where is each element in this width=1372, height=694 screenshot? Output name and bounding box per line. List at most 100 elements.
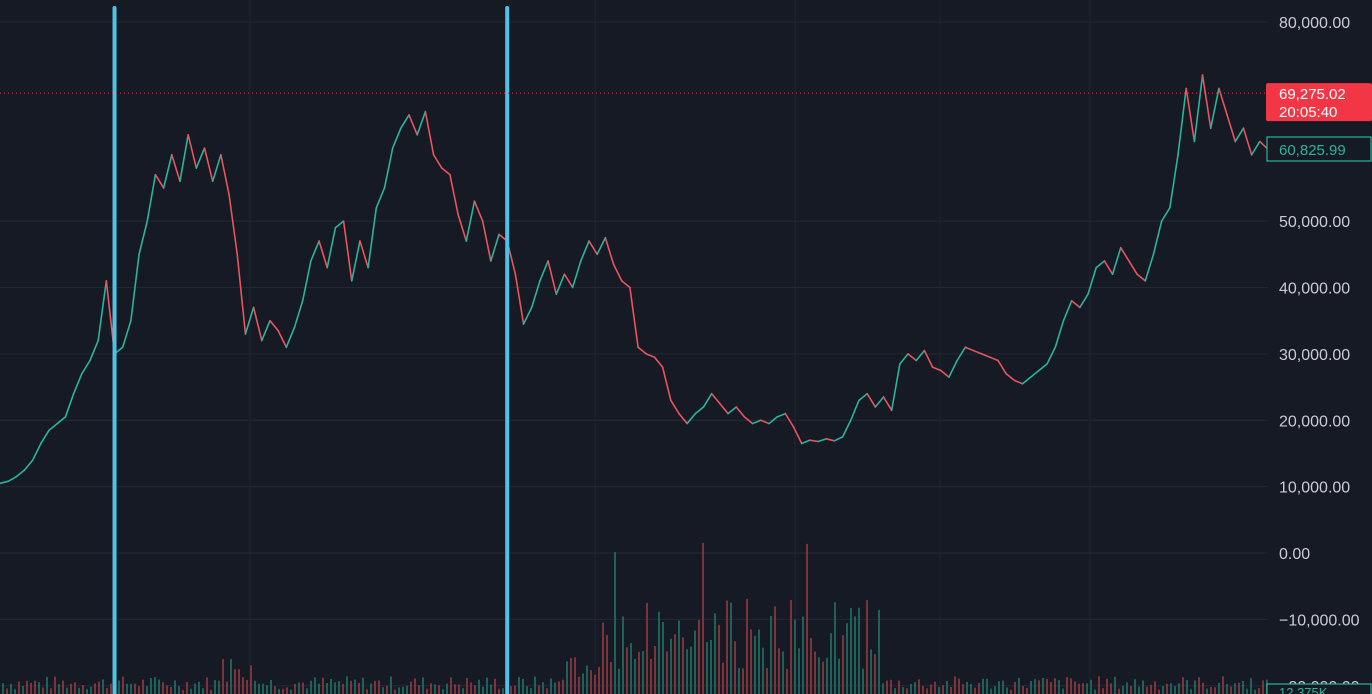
volume-bar — [442, 689, 444, 694]
volume-bar — [538, 685, 540, 694]
cycle-markers[interactable] — [112, 6, 510, 694]
series-segment — [555, 273, 566, 295]
volume-bar — [770, 615, 772, 694]
volume-tag — [1266, 683, 1372, 694]
volume-bar — [354, 679, 356, 694]
volume-bar — [454, 684, 456, 694]
volume-bar — [882, 683, 884, 694]
volume-bar — [982, 678, 984, 694]
series-segment — [678, 412, 688, 425]
series-segment — [670, 399, 680, 415]
series-segment — [874, 396, 885, 408]
series-segment — [7, 475, 18, 483]
volume-bar — [606, 634, 608, 694]
volume-bar — [1258, 688, 1260, 694]
volume-bar — [798, 648, 800, 694]
volume-bar — [790, 600, 792, 694]
volume-bar — [558, 681, 560, 694]
volume-bar — [150, 677, 152, 694]
series-segment — [858, 392, 868, 402]
volume-bar — [74, 682, 76, 694]
volume-bar — [670, 638, 672, 694]
volume-bar — [894, 688, 896, 694]
volume-bar — [754, 635, 756, 694]
volume-bar — [778, 648, 780, 694]
series-segment — [1111, 246, 1122, 276]
series-segment — [416, 110, 427, 136]
series-segment — [162, 153, 173, 189]
volume-bar — [746, 599, 748, 694]
volume-bar — [274, 686, 276, 694]
volume-bar — [1134, 679, 1136, 694]
series-segment — [989, 356, 999, 362]
volume-bar — [966, 681, 968, 694]
volume-bar — [702, 543, 704, 694]
series-segment — [637, 346, 648, 355]
volume-bar — [962, 684, 964, 694]
series-segment — [31, 442, 42, 461]
volume-bar — [142, 679, 144, 694]
volume-bar — [642, 651, 644, 694]
series-segment — [563, 273, 574, 289]
volume-bar — [830, 633, 832, 694]
series-segment — [702, 392, 713, 408]
series-segment — [1209, 87, 1220, 129]
volume-bar — [362, 677, 364, 694]
series-segment — [571, 260, 582, 289]
volume-bar — [514, 685, 516, 694]
volume-bar — [610, 662, 612, 694]
volume-bar — [166, 685, 168, 694]
volume-bar — [350, 680, 352, 694]
volume-bar — [1142, 680, 1144, 694]
volume-bar — [86, 688, 88, 694]
series-segment — [661, 366, 672, 402]
series-segment — [620, 280, 631, 289]
volume-bar — [662, 621, 664, 694]
series-segment — [1201, 74, 1212, 129]
volume-bar — [1214, 687, 1216, 694]
series-segment — [800, 439, 811, 445]
series-segment — [514, 273, 525, 325]
volume-bar — [1218, 682, 1220, 694]
volume-bar — [878, 609, 880, 694]
volume-bar — [1146, 686, 1148, 694]
volume-bar — [1234, 683, 1236, 694]
volume-bar — [10, 683, 12, 694]
volume-bar — [910, 683, 912, 694]
series-segment — [367, 207, 378, 269]
series-segment — [1234, 127, 1245, 143]
volume-bar — [1102, 688, 1104, 694]
series-segment — [1193, 74, 1204, 143]
volume-bar — [786, 668, 788, 694]
volume-bar — [418, 685, 420, 694]
volume-bar — [534, 676, 536, 694]
series-segment — [580, 240, 590, 262]
volume-bar — [698, 619, 700, 694]
volume-bar — [1178, 683, 1180, 694]
series-segment — [130, 253, 140, 322]
volume-bar — [1050, 682, 1052, 694]
series-segment — [1152, 220, 1163, 256]
volume-bar — [1210, 686, 1212, 694]
volume-bar — [294, 683, 296, 694]
volume-bar — [230, 659, 232, 694]
volume-bar — [170, 686, 172, 694]
volume-bar — [686, 649, 688, 694]
volume-bar — [938, 686, 940, 694]
volume-bar — [510, 686, 512, 694]
volume-bar — [1130, 686, 1132, 694]
volume-bar — [318, 683, 320, 694]
y-tick-label: 0.00 — [1279, 546, 1310, 563]
volume-bar — [518, 677, 520, 694]
series-segment — [432, 153, 443, 169]
volume-bar — [126, 683, 128, 694]
volume-bar — [106, 688, 108, 694]
volume-bar — [678, 620, 680, 694]
volume-bar — [382, 687, 384, 694]
volume-bar — [1174, 686, 1176, 694]
series-segment — [187, 134, 198, 169]
volume-bar — [194, 683, 196, 694]
volume-bar — [562, 679, 564, 694]
